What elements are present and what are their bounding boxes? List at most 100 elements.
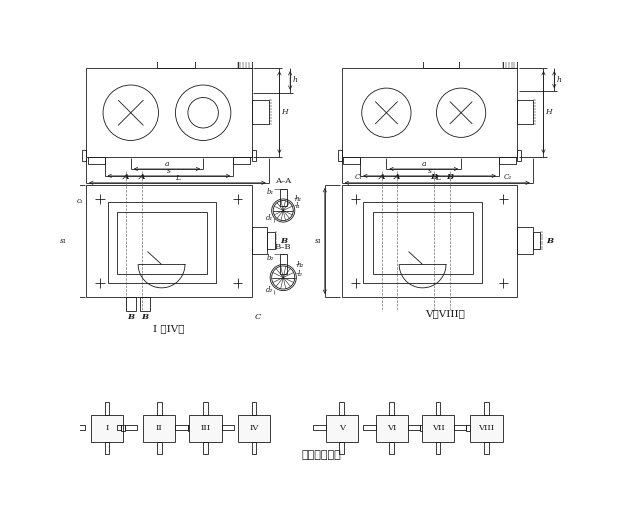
Bar [65,425,68,430]
Bar [91,414,123,442]
Text: B: B [280,236,288,245]
Bar [176,425,187,430]
Bar [233,157,250,164]
Text: V～VIII型: V～VIII型 [425,309,465,318]
Bar [125,425,137,430]
Text: A: A [394,173,401,182]
Bar [105,402,109,414]
Bar [533,232,540,249]
Text: II: II [156,424,162,432]
Bar [436,402,440,414]
Bar [470,425,474,430]
Text: 八种装配型式: 八种装配型式 [301,449,341,460]
Bar [342,68,517,157]
Bar [314,425,325,430]
Text: I: I [105,424,108,432]
Text: C₂: C₂ [504,173,512,182]
Bar [68,425,72,431]
Bar [251,151,256,161]
Bar [344,157,361,164]
Bar [203,402,208,414]
Bar [238,60,251,68]
Bar [339,442,344,454]
Text: s₁: s₁ [315,237,322,245]
Bar [484,402,489,414]
Bar [86,68,251,157]
Bar [280,254,287,275]
Text: III: III [201,424,211,432]
Text: b₁: b₁ [266,188,274,196]
Bar [238,414,270,442]
Text: L: L [175,174,180,182]
Text: C₁: C₁ [355,173,363,182]
Bar [389,402,394,414]
Text: H: H [545,108,551,116]
Bar [157,442,162,454]
Bar [187,425,192,431]
Bar [267,232,275,249]
Bar [422,414,454,442]
Bar [424,425,428,430]
Text: A: A [139,173,145,182]
Bar [363,202,482,283]
Bar [82,151,86,161]
Text: B: B [127,313,135,321]
Bar [189,414,221,442]
Bar [389,442,394,454]
Bar [470,414,503,442]
Bar [203,442,208,454]
Text: a: a [165,160,169,168]
Text: B: B [446,173,453,182]
Bar [126,297,136,311]
Bar [251,100,268,124]
Text: C: C [255,313,261,321]
Bar [376,414,408,442]
Bar [192,425,196,430]
Text: l₁: l₁ [296,202,301,210]
Text: H: H [281,108,287,116]
Bar [339,402,344,414]
Text: A–A: A–A [275,178,292,185]
Text: h₂: h₂ [297,261,304,269]
Bar [251,442,256,454]
Bar [221,425,234,430]
Bar [143,414,176,442]
Text: VI: VI [387,424,396,432]
Bar [72,425,85,430]
Text: A: A [123,173,129,182]
Text: a: a [421,160,426,168]
Bar [121,425,125,431]
Text: L: L [435,174,440,182]
Text: VII: VII [431,424,445,432]
Bar [280,189,287,206]
Bar [503,60,517,68]
Bar [157,56,196,68]
Text: s: s [167,167,171,175]
Text: B: B [546,236,553,245]
Bar [338,151,342,161]
Bar [484,442,489,454]
Bar [105,442,109,454]
Bar [454,425,466,430]
Text: IV: IV [250,424,259,432]
Text: B: B [142,313,149,321]
Bar [420,425,424,431]
Text: c₁: c₁ [76,197,83,204]
Text: B: B [431,173,438,182]
Text: s: s [428,167,431,175]
Text: d₂: d₂ [266,286,273,294]
Bar [108,202,216,283]
Bar [86,185,251,297]
Text: V: V [339,424,345,432]
Bar [342,185,517,297]
Text: h: h [556,76,561,84]
Text: h: h [292,76,297,85]
Bar [251,227,267,254]
Bar [117,425,121,430]
Text: b₂: b₂ [266,253,274,262]
Text: d₁: d₁ [266,214,273,222]
Text: l₂: l₂ [298,270,303,278]
Bar [117,212,207,273]
Bar [408,425,420,430]
Bar [517,227,533,254]
